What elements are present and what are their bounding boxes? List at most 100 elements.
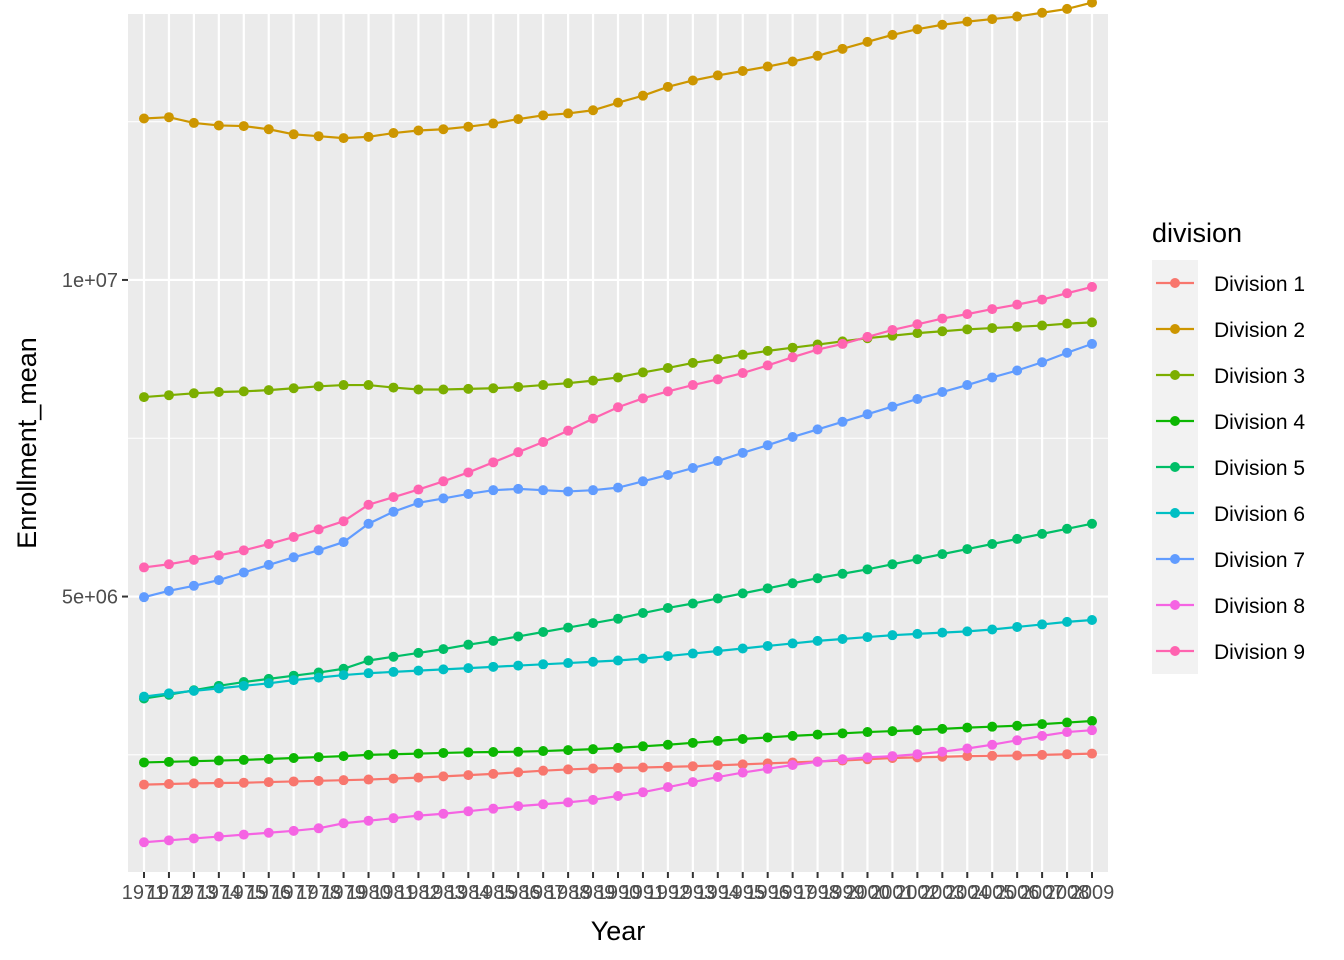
data-point: [662, 602, 673, 613]
data-point: [513, 801, 524, 812]
data-point: [912, 725, 923, 736]
data-point: [1087, 281, 1097, 292]
data-point: [1087, 614, 1097, 625]
data-point: [687, 648, 698, 659]
x-tick-label: 1973: [172, 882, 217, 904]
data-point: [1062, 616, 1073, 627]
data-point: [139, 113, 149, 124]
legend-item: Division 7: [1156, 549, 1305, 572]
data-point: [563, 108, 574, 119]
data-point: [413, 125, 424, 136]
data-point: [962, 380, 973, 391]
data-point: [962, 743, 973, 754]
data-point: [1087, 715, 1097, 726]
data-point: [1062, 717, 1073, 728]
data-point: [987, 538, 998, 549]
data-point: [213, 831, 224, 842]
data-point: [413, 484, 424, 495]
data-point: [687, 737, 698, 748]
data-point: [613, 372, 623, 383]
data-point: [188, 778, 199, 789]
data-point: [737, 759, 748, 770]
legend-item: Division 4: [1156, 411, 1305, 434]
data-point: [338, 751, 349, 762]
x-axis: 1971197219731974197519761977197819791980…: [122, 872, 1115, 904]
data-point: [912, 393, 923, 404]
data-point: [463, 639, 474, 650]
data-point: [937, 313, 948, 324]
data-point: [238, 121, 249, 132]
data-point: [313, 672, 324, 683]
data-point: [1087, 518, 1097, 529]
data-point: [812, 729, 823, 740]
data-point: [912, 749, 923, 760]
data-point: [388, 128, 399, 139]
data-point: [637, 90, 648, 101]
x-tick-label: 1993: [671, 882, 716, 904]
data-point: [538, 659, 549, 670]
data-point: [1012, 735, 1023, 746]
data-point: [588, 375, 599, 386]
data-point: [637, 367, 648, 378]
x-tick-label: 2003: [920, 882, 965, 904]
data-point: [488, 383, 499, 394]
data-point: [987, 750, 998, 761]
x-tick-label: 2005: [970, 882, 1015, 904]
x-tick-label: 1975: [222, 882, 267, 904]
legend-title: division: [1152, 218, 1242, 248]
x-tick-label: 2009: [1070, 882, 1115, 904]
data-point: [662, 761, 673, 772]
data-point: [962, 626, 973, 637]
data-point: [313, 752, 324, 763]
data-point: [488, 747, 499, 758]
data-point: [238, 777, 249, 788]
data-point: [463, 383, 474, 394]
data-point: [737, 734, 748, 745]
data-point: [188, 388, 199, 399]
data-point: [313, 381, 324, 392]
data-point: [637, 741, 648, 752]
legend-item: Division 8: [1156, 595, 1305, 618]
data-point: [737, 588, 748, 599]
data-point: [363, 518, 374, 529]
data-point: [1037, 357, 1048, 368]
x-tick-label: 2000: [845, 882, 890, 904]
x-tick-label: 1985: [471, 882, 516, 904]
data-point: [413, 497, 424, 508]
data-point: [338, 516, 349, 527]
data-point: [762, 360, 773, 371]
data-point: [712, 70, 723, 81]
data-point: [962, 751, 973, 762]
data-point: [1087, 748, 1097, 759]
data-point: [213, 575, 224, 586]
series-division-6: [139, 614, 1097, 702]
data-point: [613, 762, 623, 773]
legend-label: Division 3: [1214, 365, 1305, 388]
data-point: [712, 374, 723, 385]
data-point: [363, 749, 374, 760]
legend-key-point: [1170, 278, 1180, 288]
data-point: [538, 437, 549, 448]
data-point: [263, 124, 274, 135]
data-point: [937, 387, 948, 398]
data-point: [188, 756, 199, 767]
x-tick-label: 1990: [596, 882, 641, 904]
data-point: [538, 799, 549, 810]
data-point: [987, 323, 998, 334]
data-point: [463, 488, 474, 499]
data-point: [338, 537, 349, 548]
data-point: [812, 756, 823, 767]
data-point: [313, 775, 324, 786]
data-point: [637, 653, 648, 664]
data-point: [1012, 365, 1023, 376]
data-point: [413, 665, 424, 676]
x-tick-label: 1997: [770, 882, 815, 904]
data-point: [762, 732, 773, 743]
data-point: [1062, 749, 1073, 760]
x-tick-label: 1992: [646, 882, 691, 904]
legend-label: Division 1: [1214, 273, 1305, 296]
data-point: [388, 813, 399, 824]
data-point: [1012, 750, 1023, 761]
data-point: [937, 627, 948, 638]
data-point: [363, 380, 374, 391]
